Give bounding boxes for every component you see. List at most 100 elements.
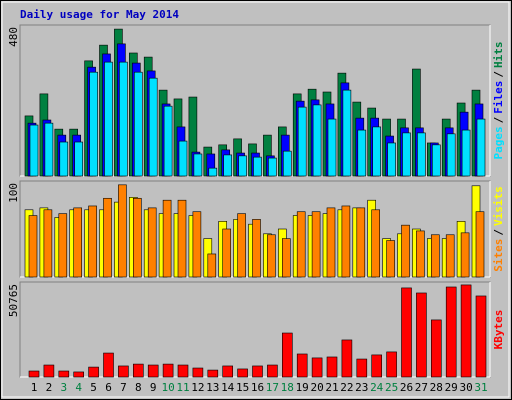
bar (281, 332, 293, 378)
bar (461, 129, 471, 177)
bar (387, 142, 396, 177)
x-tick-label: 12 (191, 381, 204, 394)
legend: Pages / Files / Hits (492, 42, 505, 160)
x-tick-label: 28 (430, 381, 443, 394)
bar (237, 368, 248, 378)
y-tick-label: 480 (7, 27, 20, 47)
y-tick-label: 100 (7, 183, 20, 203)
bar (43, 364, 55, 378)
x-tick-label: 21 (325, 381, 338, 394)
bar (74, 141, 83, 177)
x-tick-label: 29 (445, 381, 458, 394)
x-tick-label: 14 (221, 381, 235, 394)
x-tick-label: 5 (90, 381, 97, 394)
bar (401, 224, 410, 278)
bar (58, 370, 70, 378)
bar (133, 197, 142, 278)
bar (162, 199, 172, 278)
x-tick-label: 20 (310, 381, 323, 394)
bar (341, 205, 351, 278)
bar (192, 211, 202, 278)
x-tick-label: 11 (176, 381, 189, 394)
x-tick-label: 6 (105, 381, 112, 394)
bar (147, 207, 157, 278)
x-tick-label: 23 (355, 381, 368, 394)
bar (430, 319, 442, 378)
bar (416, 230, 425, 278)
x-tick-label: 17 (266, 381, 279, 394)
bar (475, 211, 485, 278)
bar (104, 61, 113, 177)
bar (386, 351, 397, 378)
bar (148, 77, 158, 177)
x-tick-label: 22 (340, 381, 353, 394)
chart-title: Daily usage for May 2014 (20, 8, 179, 21)
bar (73, 371, 84, 378)
bar (222, 365, 233, 378)
bar (252, 219, 261, 278)
x-tick-label: 27 (415, 381, 428, 394)
bar (28, 370, 40, 378)
bar (357, 129, 367, 177)
x-tick-label: 3 (60, 381, 67, 394)
x-tick-label: 1 (31, 381, 38, 394)
bar (296, 211, 306, 278)
x-tick-label: 25 (385, 381, 398, 394)
legend-entry: Files (492, 81, 505, 114)
bar (252, 365, 263, 378)
bar (103, 197, 112, 278)
bar (268, 157, 277, 177)
bar (326, 356, 338, 378)
bar (193, 153, 203, 177)
x-tick-label: 31 (474, 381, 487, 394)
bar (267, 364, 278, 378)
bar (177, 199, 187, 278)
bar (460, 232, 470, 278)
bar (118, 184, 127, 278)
bar (430, 234, 440, 278)
bar (341, 339, 353, 378)
bar (237, 213, 246, 278)
bar (253, 156, 262, 177)
bar (88, 366, 99, 378)
bar (371, 354, 383, 378)
x-tick-label: 4 (75, 381, 82, 394)
bar (29, 124, 39, 177)
bar (445, 234, 455, 278)
bar (445, 286, 457, 378)
x-tick-label: 9 (150, 381, 157, 394)
bar (416, 292, 427, 378)
bar (356, 358, 368, 378)
bar (460, 284, 472, 378)
bar (476, 118, 486, 177)
x-tick-label: 16 (251, 381, 264, 394)
x-tick-label: 13 (206, 381, 219, 394)
bar (267, 234, 276, 278)
bar (134, 71, 143, 177)
bar (282, 150, 292, 177)
bar (118, 365, 129, 378)
bar (208, 167, 218, 177)
bar (372, 126, 382, 177)
legend-separator: / (492, 71, 505, 78)
x-tick-label: 7 (120, 381, 127, 394)
x-tick-label: 26 (400, 381, 413, 394)
x-tick-label: 15 (236, 381, 249, 394)
bar (59, 141, 69, 177)
x-tick-label: 24 (370, 381, 384, 394)
bar (281, 238, 291, 278)
bar (356, 207, 366, 278)
bar (192, 367, 204, 378)
legend-entry: Sites (492, 239, 505, 272)
legend-entry: Hits (492, 42, 505, 69)
bar (371, 209, 381, 278)
y-tick-label: 50765 (7, 284, 20, 317)
x-tick-label: 30 (459, 381, 472, 394)
bar (177, 364, 189, 378)
bar (238, 155, 247, 177)
bar (43, 209, 53, 278)
legend-entry: Visits (492, 186, 505, 226)
bar (446, 133, 456, 177)
